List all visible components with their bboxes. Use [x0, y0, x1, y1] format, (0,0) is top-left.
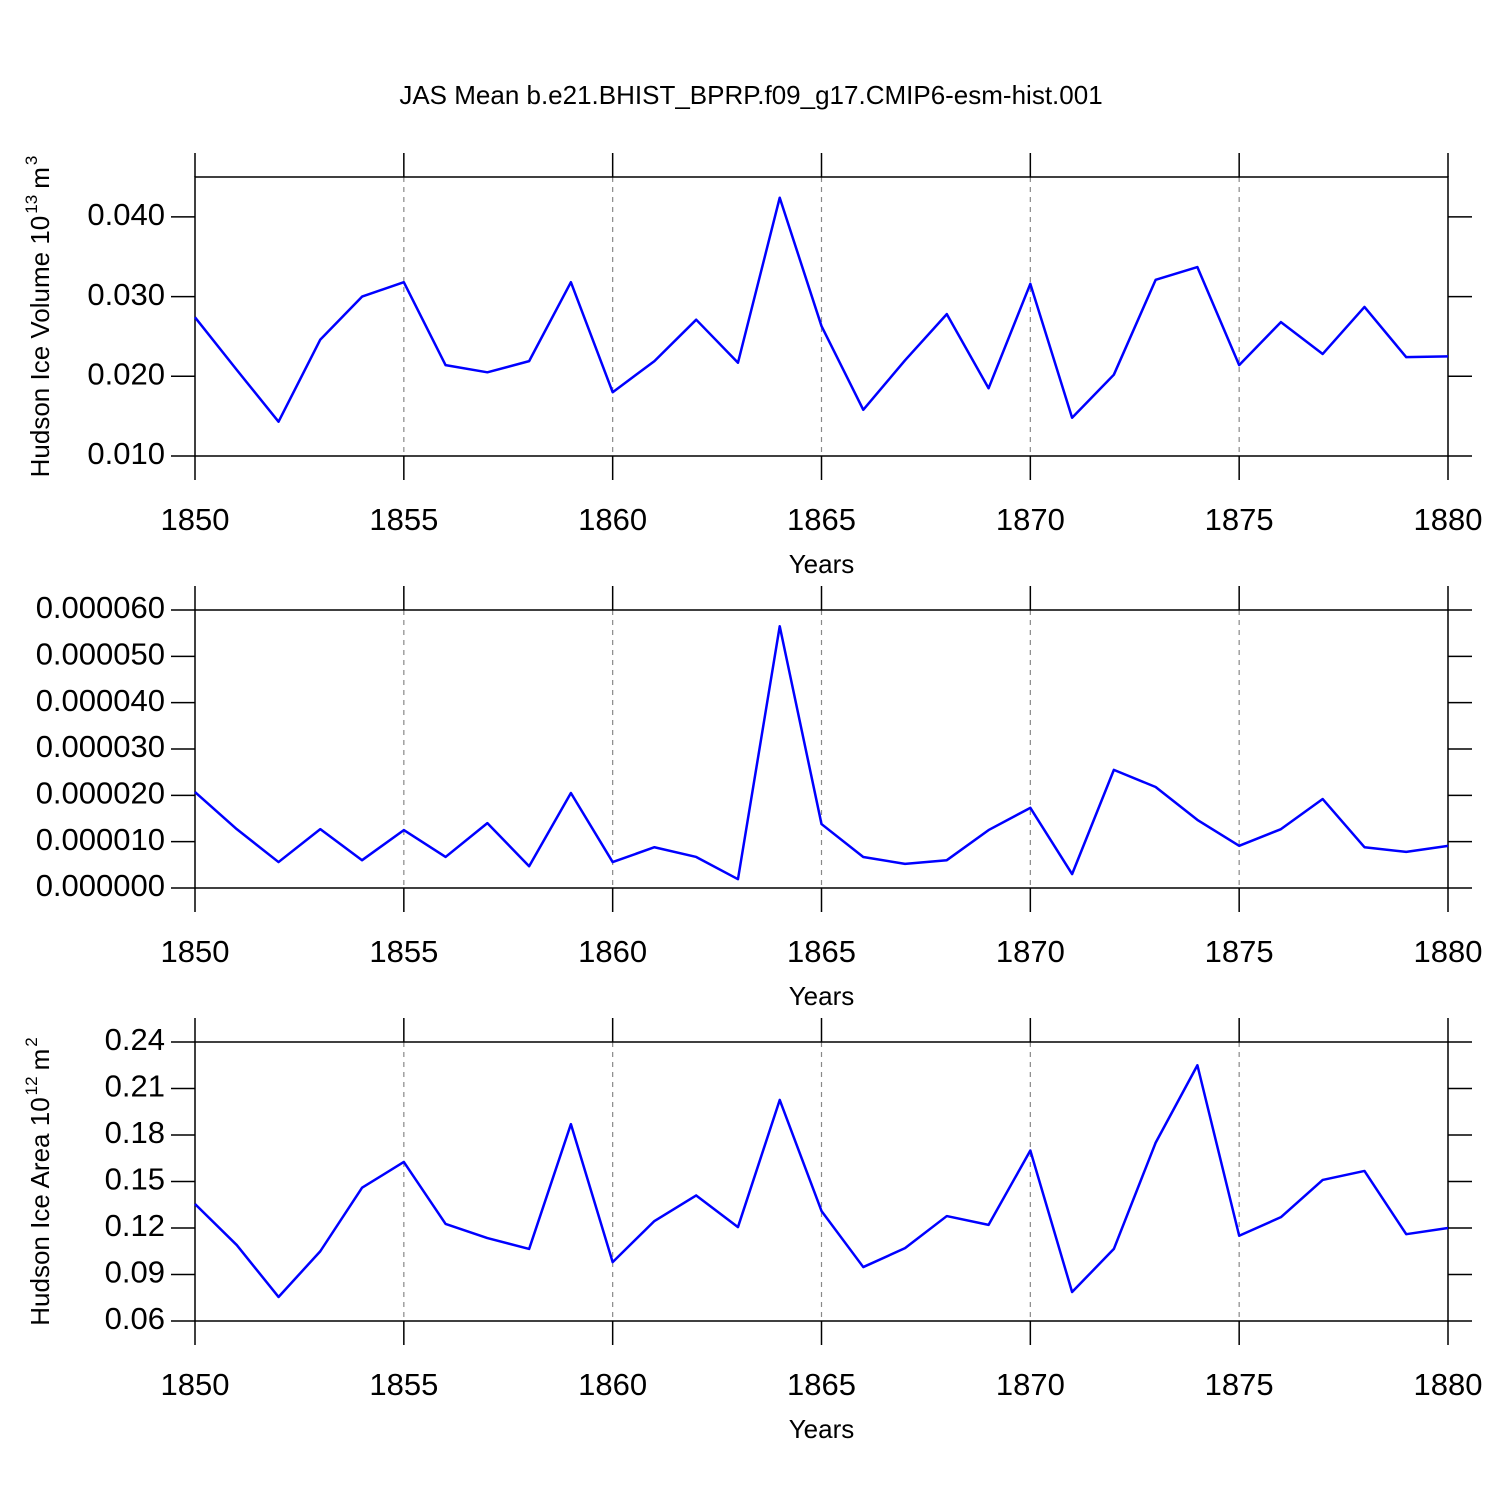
- panel: 1850 1855 1860 1865 1870 1875 1880 0.06 0.09 0.12…: [22, 1018, 1483, 1444]
- chart-title: JAS Mean b.e21.BHIST_BPRP.f09_g17.CMIP6-…: [399, 80, 1102, 110]
- y-tick-label: 0.000050: [36, 637, 165, 672]
- y-axis-label: Hudson Ice Volume 10 13 m 3: [22, 156, 55, 478]
- y-axis-label-part: 12: [22, 1076, 41, 1095]
- y-axis-label-part: Hudson Ice Volume 10: [25, 216, 55, 478]
- x-tick-label: 1860: [578, 502, 647, 537]
- x-tick-label: 1865: [787, 502, 856, 537]
- y-axis-label: Hudson Ice Area 10 12 m 2: [22, 1037, 55, 1325]
- y-tick-label: 0.000000: [36, 868, 165, 903]
- x-tick-label: 1875: [1205, 1367, 1274, 1402]
- x-tick-label: 1865: [787, 934, 856, 969]
- y-tick-label: 0.21: [105, 1069, 165, 1104]
- x-tick-label: 1870: [996, 934, 1065, 969]
- x-tick-label: 1870: [996, 1367, 1065, 1402]
- y-tick-label: 0.020: [87, 356, 165, 391]
- y-axis-label-part: Hudson Ice Area 10: [25, 1097, 55, 1325]
- x-axis-label: Years: [789, 549, 855, 579]
- y-tick-label: 0.000030: [36, 729, 165, 764]
- y-tick-label: 0.030: [87, 277, 165, 312]
- x-tick-label: 1875: [1205, 502, 1274, 537]
- y-tick-label: 0.000020: [36, 776, 165, 811]
- x-tick-label: 1850: [161, 502, 230, 537]
- y-axis-label-part: 13: [22, 195, 41, 214]
- x-tick-label: 1880: [1414, 934, 1483, 969]
- y-tick-label: 0.09: [105, 1255, 165, 1290]
- x-tick-label: 1860: [578, 934, 647, 969]
- x-tick-label: 1860: [578, 1367, 647, 1402]
- y-tick-label: 0.12: [105, 1208, 165, 1243]
- plot-frame: [194, 609, 1449, 889]
- panel: 1850 1855 1860 1865 1870 1875 1880 0.000000 0.00…: [36, 586, 1483, 1011]
- x-tick-label: 1870: [996, 502, 1065, 537]
- x-tick-label: 1855: [369, 934, 438, 969]
- data-line: [194, 1064, 1449, 1299]
- y-tick-label: 0.15: [105, 1162, 165, 1197]
- y-tick-label: 0.000040: [36, 683, 165, 718]
- y-tick-label: 0.000010: [36, 822, 165, 857]
- y-tick-label: 0.000060: [36, 590, 165, 625]
- x-axis-label: Years: [789, 1414, 855, 1444]
- data-line: [194, 624, 1449, 881]
- y-tick-label: 0.24: [105, 1022, 165, 1057]
- x-tick-label: 1850: [161, 934, 230, 969]
- x-tick-label: 1880: [1414, 502, 1483, 537]
- plot-frame: [194, 176, 1449, 457]
- y-axis-label-part: 3: [22, 156, 41, 165]
- plot-frame: [194, 1041, 1449, 1322]
- y-axis-label-part: m: [25, 1049, 55, 1071]
- y-tick-label: 0.040: [87, 197, 165, 232]
- x-tick-label: 1880: [1414, 1367, 1483, 1402]
- y-tick-label: 0.06: [105, 1301, 165, 1336]
- y-axis-label-part: 2: [22, 1037, 41, 1046]
- x-tick-label: 1855: [369, 502, 438, 537]
- data-line: [194, 196, 1449, 423]
- y-axis-label-part: m: [25, 167, 55, 189]
- x-tick-label: 1875: [1205, 934, 1274, 969]
- x-tick-label: 1850: [161, 1367, 230, 1402]
- y-tick-label: 0.010: [87, 436, 165, 471]
- x-tick-label: 1855: [369, 1367, 438, 1402]
- x-axis-label: Years: [789, 981, 855, 1011]
- panel: 1850 1855 1860 1865 1870 1875 1880 0.010 0.020 0.…: [22, 153, 1483, 579]
- x-tick-label: 1865: [787, 1367, 856, 1402]
- y-tick-label: 0.18: [105, 1115, 165, 1150]
